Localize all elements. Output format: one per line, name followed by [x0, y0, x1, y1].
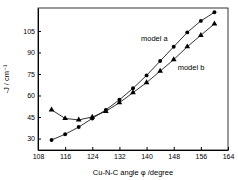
x-tick-label: 140: [141, 153, 153, 160]
x-tick-mark: [65, 147, 66, 150]
x-tick-label: 164: [223, 153, 235, 160]
y-tick: 105: [23, 28, 41, 35]
y-tick-label: 45: [27, 114, 35, 121]
series-line: [52, 12, 215, 140]
y-tick-mark: [38, 52, 41, 53]
series-marker: [158, 59, 162, 63]
series-line: [52, 24, 215, 120]
x-tick-label: 148: [168, 153, 180, 160]
x-tick-mark: [174, 147, 175, 150]
x-tick-mark: [119, 147, 120, 150]
y-tick-mark: [38, 74, 41, 75]
x-tick: 140: [141, 147, 153, 160]
series-marker: [172, 45, 176, 49]
y-tick-label: 60: [27, 92, 35, 99]
y-tick-label: 75: [27, 71, 35, 78]
series-marker: [199, 19, 203, 23]
x-tick-mark: [92, 147, 93, 150]
series-marker: [185, 30, 189, 34]
y-axis: 30 45 60 75 90 105: [23, 9, 41, 151]
series-marker: [117, 99, 123, 104]
x-tick: 124: [87, 147, 99, 160]
series-marker: [130, 89, 136, 94]
series-marker: [89, 114, 95, 119]
x-tick-label: 116: [60, 153, 71, 160]
series-marker: [103, 108, 109, 113]
series-marker: [145, 73, 149, 77]
y-tick-mark: [38, 139, 41, 140]
series-marker: [50, 138, 54, 142]
y-tick-mark: [38, 117, 41, 118]
series-marker: [62, 115, 68, 120]
series-marker: [157, 68, 163, 73]
x-tick-label: 124: [87, 153, 99, 160]
series-marker: [212, 20, 218, 25]
y-tick-mark: [38, 31, 41, 32]
chart: 108 116 124 132 140 148 156 164 30 45 60 75 90 105 mod…: [0, 0, 238, 180]
x-tick-mark: [201, 147, 202, 150]
y-axis-line: [38, 9, 39, 151]
x-tick-mark: [147, 147, 148, 150]
x-tick-label: 132: [114, 153, 126, 160]
y-tick-label: 90: [27, 49, 35, 56]
x-axis-line: [39, 150, 229, 151]
plot: 108 116 124 132 140 148 156 164 30 45 60 75 90 105 mod…: [23, 8, 234, 160]
series-marker: [49, 107, 55, 112]
x-tick: 156: [196, 147, 208, 160]
series-marker: [144, 79, 150, 84]
series-label: model a: [141, 34, 169, 43]
y-tick: 90: [27, 49, 41, 56]
y-tick: 45: [27, 114, 41, 121]
series-marker: [171, 56, 177, 61]
x-axis-title: Cu-N-C angle φ /degree: [93, 168, 173, 177]
x-tick-label: 108: [33, 153, 45, 160]
series-marker: [212, 10, 216, 14]
x-tick: 148: [168, 147, 180, 160]
y-tick: 60: [27, 92, 41, 99]
y-tick: 75: [27, 71, 41, 78]
series-marker: [63, 132, 67, 136]
x-tick-mark: [228, 147, 229, 150]
y-tick-label: 30: [27, 135, 35, 142]
x-tick: 132: [114, 147, 126, 160]
data-layer: [49, 10, 218, 142]
x-tick-label: 156: [196, 153, 208, 160]
x-tick: 116: [60, 147, 71, 160]
series-marker: [184, 43, 190, 48]
y-axis-title: -J / cm⁻¹: [2, 64, 11, 93]
x-tick: 164: [223, 147, 235, 160]
y-tick-label: 105: [23, 28, 35, 35]
x-axis: 108 116 124 132 140 148 156 164: [33, 147, 235, 160]
plot-frame: [38, 8, 228, 150]
y-tick-mark: [38, 95, 41, 96]
series-marker: [77, 125, 81, 129]
series-label: model b: [178, 63, 205, 72]
y-tick: 30: [27, 135, 41, 142]
series-marker: [198, 32, 204, 37]
series-marker: [76, 117, 82, 122]
